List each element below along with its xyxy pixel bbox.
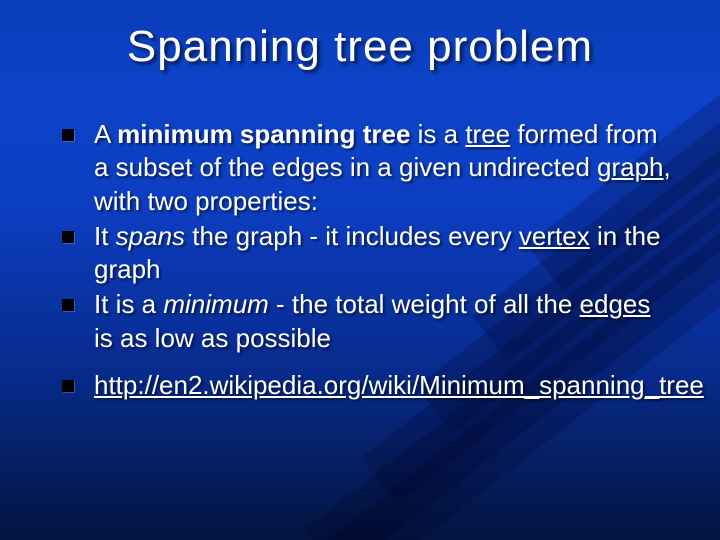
text-run: A [94, 119, 117, 149]
text-run: is a [410, 119, 465, 149]
bullet-list: A minimum spanning tree is a tree formed… [60, 118, 672, 402]
slide-title: Spanning tree problem [0, 22, 720, 72]
bullet-item: A minimum spanning tree is a tree formed… [60, 118, 672, 218]
text-run: It [94, 221, 116, 251]
text-run: vertex [519, 221, 590, 251]
text-run: spans [116, 221, 185, 251]
slide-content: A minimum spanning tree is a tree formed… [60, 118, 672, 404]
text-run: the graph - it includes every [185, 221, 519, 251]
slide: Spanning tree problem A minimum spanning… [0, 0, 720, 540]
text-run: is as low as possible [94, 323, 331, 353]
text-run: graph [597, 152, 664, 182]
text-run: - the total weight of all the [269, 289, 580, 319]
text-run: edges [580, 289, 651, 319]
bullet-item: It is a minimum - the total weight of al… [60, 288, 672, 355]
text-run: minimum spanning tree [117, 119, 410, 149]
text-run: tree [465, 119, 510, 149]
bullet-item: It spans the graph - it includes every v… [60, 220, 672, 287]
hyperlink[interactable]: http://en2.wikipedia.org/wiki/Minimum_sp… [94, 370, 704, 400]
bullet-item: http://en2.wikipedia.org/wiki/Minimum_sp… [60, 369, 672, 402]
text-run: minimum [163, 289, 268, 319]
text-run: It is a [94, 289, 163, 319]
